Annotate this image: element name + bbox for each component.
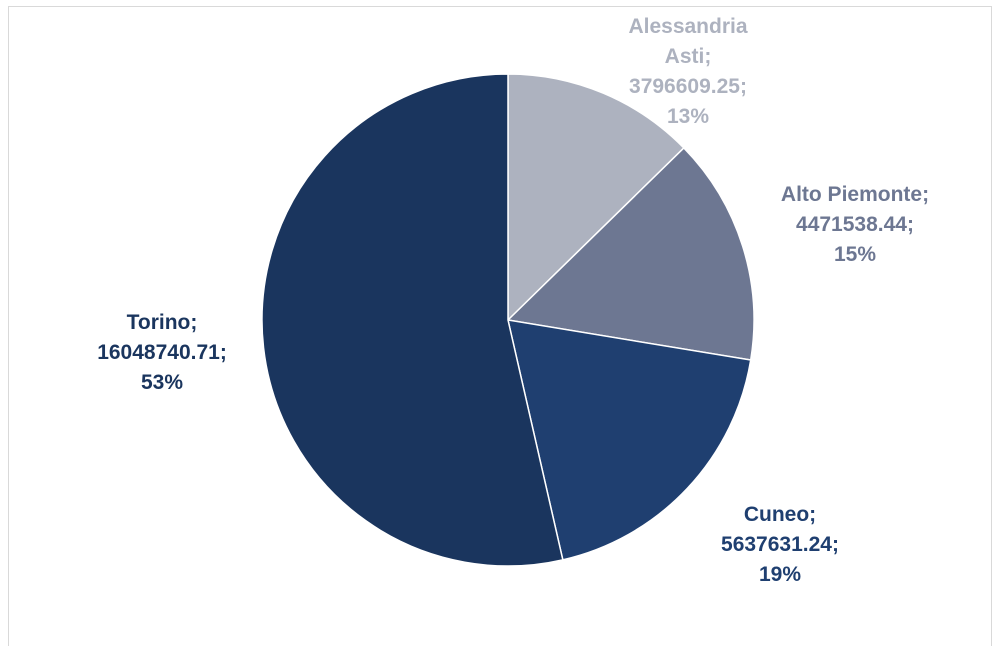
slice-name-line: Alessandria — [628, 15, 748, 38]
pie-slice-cuneo — [507, 319, 752, 561]
slice-label-alto-piemonte: Alto Piemonte; 4471538.44; 15% — [745, 180, 965, 270]
pie-chart — [261, 73, 755, 567]
slice-value: 5637631.24; — [721, 533, 839, 556]
slice-value: 3796609.25; — [629, 75, 747, 98]
slice-percent: 15% — [833, 243, 877, 266]
slice-label-alessandria-asti: Alessandria Asti; 3796609.25; 13% — [588, 12, 788, 132]
slice-name-line: Asti; — [664, 45, 712, 68]
slice-value: 16048740.71; — [97, 341, 227, 364]
slice-label-cuneo: Cuneo; 5637631.24; 19% — [680, 500, 880, 590]
slice-percent: 13% — [666, 105, 710, 128]
chart-frame — [8, 6, 992, 646]
pie-slice-alto-piemonte — [506, 146, 755, 361]
pie-slice-torino — [261, 73, 564, 567]
slice-name-line: Alto Piemonte; — [780, 183, 930, 206]
slice-value: 4471538.44; — [796, 213, 914, 236]
slice-percent: 53% — [140, 371, 184, 394]
slice-name-line: Torino; — [126, 311, 198, 334]
pie-slice-alessandria-asti — [507, 73, 685, 322]
slice-percent: 19% — [758, 563, 802, 586]
slice-label-torino: Torino; 16048740.71; 53% — [62, 308, 262, 398]
slice-name-line: Cuneo; — [743, 503, 817, 526]
